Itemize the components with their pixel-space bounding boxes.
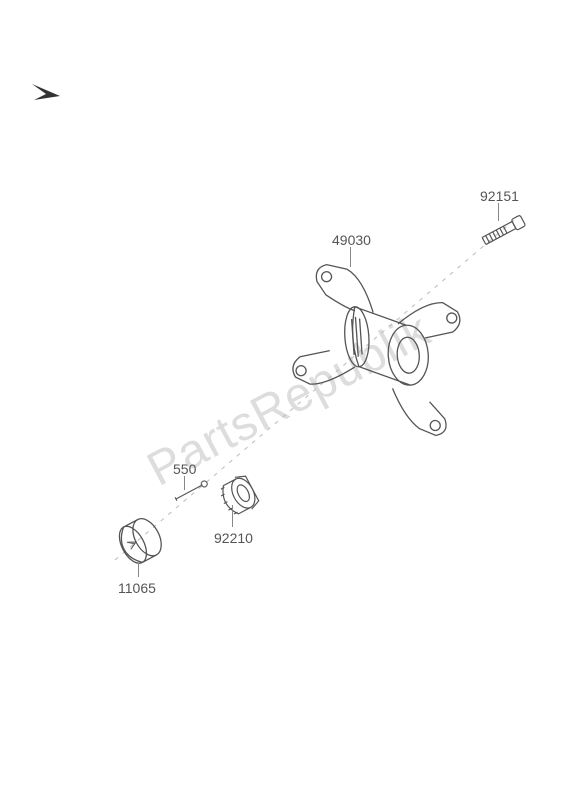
leader-49030 — [350, 247, 351, 267]
label-92210: 92210 — [214, 530, 253, 546]
part-bolt-92151 — [468, 205, 538, 259]
leader-92210 — [232, 505, 233, 527]
leader-11065 — [138, 563, 139, 577]
part-nut-92210 — [210, 470, 266, 522]
label-92151: 92151 — [480, 188, 519, 204]
diagram-canvas: PartsRepublik — [0, 0, 578, 800]
label-11065: 11065 — [118, 580, 156, 596]
label-49030: 49030 — [332, 232, 371, 248]
part-hub-49030 — [258, 248, 478, 458]
part-pin-550 — [166, 472, 216, 510]
part-cap-11065 — [108, 510, 172, 572]
label-550: 550 — [173, 461, 196, 477]
leader-550 — [184, 476, 185, 490]
leader-92151 — [498, 203, 499, 221]
